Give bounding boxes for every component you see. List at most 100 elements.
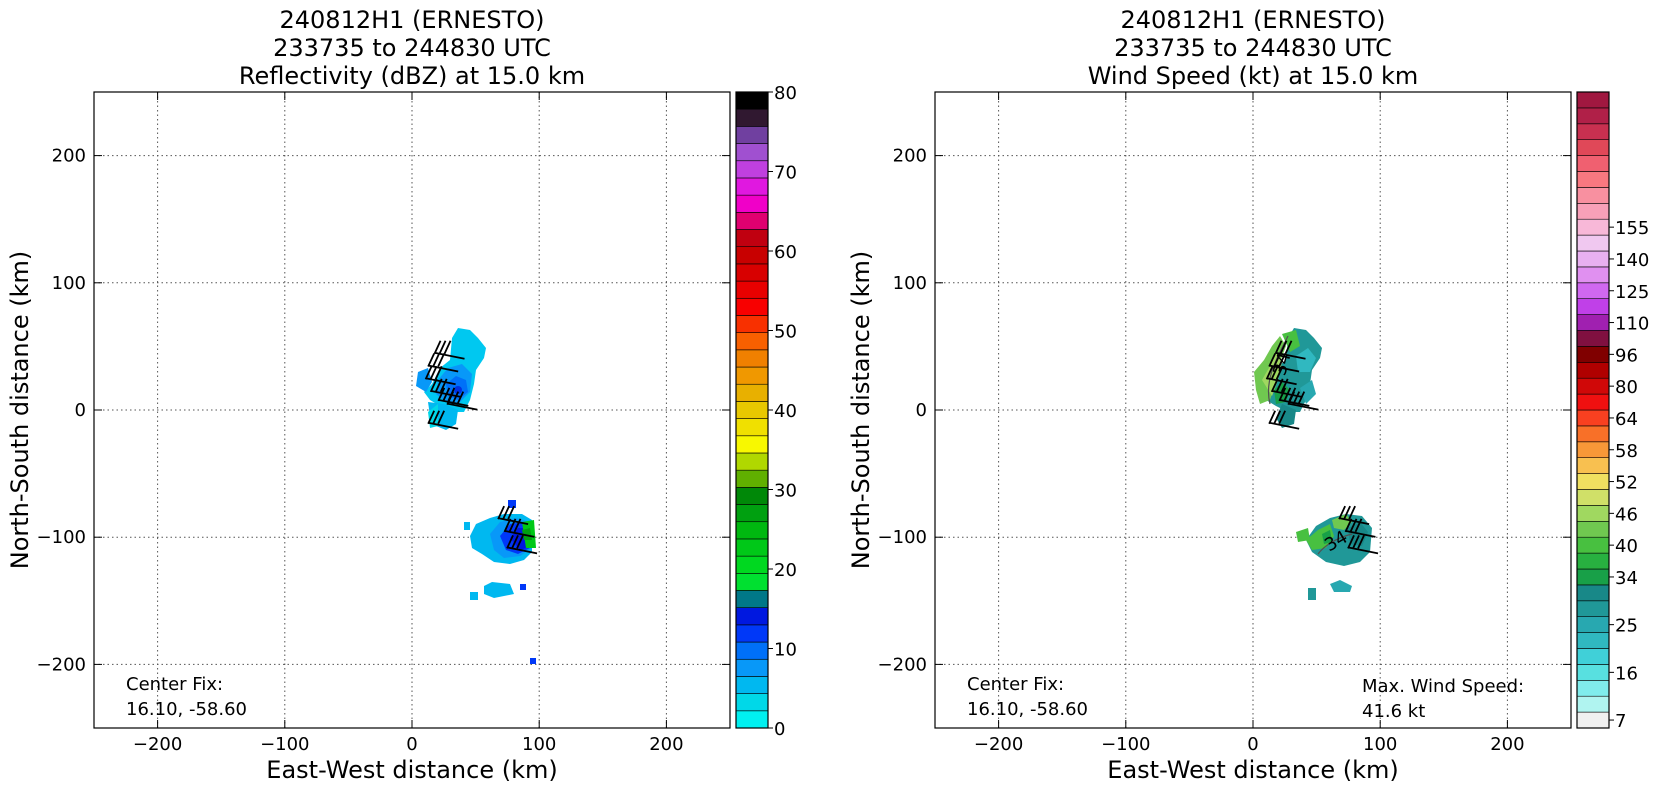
reflectivity-colorbar-swatch bbox=[735, 418, 769, 437]
reflectivity-colorbar-swatch bbox=[735, 401, 769, 419]
reflectivity-colorbar-swatch bbox=[735, 641, 769, 660]
wind-colorbar-swatch bbox=[1576, 568, 1610, 586]
wind-y-tick-label: 100 bbox=[893, 273, 927, 294]
reflectivity-colorbar-swatch bbox=[735, 555, 769, 574]
wind-colorbar-tick-label: 52 bbox=[1615, 473, 1638, 494]
reflectivity-colorbar-tick-label: 70 bbox=[774, 163, 797, 184]
wind-title-line-1: 240812H1 (ERNESTO) bbox=[1120, 6, 1385, 34]
wind-colorbar-swatch bbox=[1576, 679, 1610, 697]
reflectivity-colorbar-swatch bbox=[735, 212, 769, 230]
wind-colorbar-swatch bbox=[1576, 123, 1610, 141]
reflectivity-wind-barb bbox=[497, 505, 529, 526]
reflectivity-colorbar-swatch bbox=[735, 194, 769, 213]
wind-wind-barb bbox=[1338, 505, 1370, 526]
wind-colorbar-swatch bbox=[1576, 250, 1610, 268]
wind-colorbar-swatch bbox=[1576, 266, 1610, 284]
reflectivity-colorbar-swatch bbox=[735, 469, 769, 488]
reflectivity-x-tick-label: −200 bbox=[133, 734, 182, 755]
wind-colorbar-swatch bbox=[1576, 457, 1610, 474]
reflectivity-x-axis-label: East-West distance (km) bbox=[266, 756, 557, 784]
reflectivity-colorbar-tick-label: 50 bbox=[774, 322, 797, 343]
wind-axis-ticks: −200 −100 0 100 200 −200 −100 0 100 200 bbox=[878, 92, 1571, 755]
wind-wind-barb bbox=[1344, 518, 1376, 538]
wind-colorbar-tick-label: 125 bbox=[1615, 282, 1649, 303]
wind-colorbar-swatch bbox=[1576, 346, 1610, 363]
wind-colorbar-swatch bbox=[1576, 155, 1610, 172]
wind-colorbar: 7 16 25 34 40 46 52 58 64 80 96 110 125 140 155 bbox=[1576, 91, 1649, 732]
reflectivity-title-line-3: Reflectivity (dBZ) at 15.0 km bbox=[239, 62, 585, 90]
wind-colorbar-swatch bbox=[1576, 171, 1610, 188]
wind-colorbar-swatch bbox=[1576, 632, 1610, 649]
wind-grid bbox=[935, 92, 1571, 728]
reflectivity-center-fix-value: 16.10, -58.60 bbox=[126, 699, 247, 720]
reflectivity-y-tick-label: −200 bbox=[37, 654, 86, 675]
reflectivity-y-tick-label: 0 bbox=[75, 400, 86, 421]
wind-colorbar-swatch bbox=[1576, 536, 1610, 554]
reflectivity-colorbar-swatch bbox=[735, 297, 769, 316]
wind-title-line-2: 233735 to 244830 UTC bbox=[1114, 34, 1392, 62]
wind-colorbar-tick-label: 155 bbox=[1615, 218, 1649, 239]
reflectivity-colorbar: 0 10 20 30 40 50 60 70 80 bbox=[735, 83, 797, 740]
wind-colorbar-swatch bbox=[1576, 393, 1610, 411]
reflectivity-echo-south bbox=[464, 500, 536, 664]
reflectivity-colorbar-swatch bbox=[735, 693, 769, 712]
wind-colorbar-tick-label: 80 bbox=[1615, 377, 1638, 398]
wind-y-tick-label: 0 bbox=[916, 400, 927, 421]
wind-colorbar-tick-label: 64 bbox=[1615, 409, 1638, 430]
wind-colorbar-swatch bbox=[1576, 203, 1610, 220]
reflectivity-colorbar-tick-label: 10 bbox=[774, 640, 797, 661]
wind-y-tick-label: 200 bbox=[893, 146, 927, 167]
wind-colorbar-tick-label: 110 bbox=[1615, 314, 1649, 335]
reflectivity-wind-barb bbox=[503, 518, 535, 538]
reflectivity-colorbar-tick-label: 30 bbox=[774, 481, 797, 502]
wind-colorbar-tick-label: 46 bbox=[1615, 504, 1638, 525]
reflectivity-colorbar-swatch bbox=[735, 315, 769, 333]
wind-colorbar-swatch bbox=[1576, 441, 1610, 458]
reflectivity-colorbar-tick-label: 40 bbox=[774, 401, 797, 422]
wind-title-line-3: Wind Speed (kt) at 15.0 km bbox=[1088, 62, 1419, 90]
reflectivity-colorbar-tick-label: 20 bbox=[774, 560, 797, 581]
wind-x-axis-label: East-West distance (km) bbox=[1107, 756, 1398, 784]
wind-colorbar-swatch bbox=[1576, 330, 1610, 347]
wind-colorbar-swatch bbox=[1576, 282, 1610, 299]
max-wind-speed-value: 41.6 kt bbox=[1362, 701, 1425, 722]
reflectivity-colorbar-tick-label: 0 bbox=[774, 719, 785, 740]
reflectivity-colorbar-swatch bbox=[735, 710, 769, 729]
wind-colorbar-frame bbox=[1576, 91, 1610, 729]
wind-x-tick-label: −100 bbox=[1101, 734, 1150, 755]
wind-colorbar-swatch bbox=[1576, 520, 1610, 538]
wind-x-tick-label: −200 bbox=[974, 734, 1023, 755]
wind-speed-panel: 240812H1 (ERNESTO) 233735 to 244830 UTC … bbox=[847, 6, 1649, 784]
wind-colorbar-swatch bbox=[1576, 616, 1610, 633]
reflectivity-wind-barb bbox=[427, 353, 459, 373]
wind-wind-barbs bbox=[1265, 340, 1379, 555]
wind-colorbar-swatch bbox=[1576, 91, 1610, 109]
reflectivity-colorbar-swatch bbox=[735, 607, 769, 626]
wind-colorbar-swatch bbox=[1576, 600, 1610, 617]
wind-colorbar-tick-label: 140 bbox=[1615, 250, 1649, 271]
reflectivity-colorbar-swatch bbox=[735, 504, 769, 523]
wind-y-tick-label: −100 bbox=[878, 527, 927, 548]
reflectivity-center-fix-label: Center Fix: bbox=[126, 674, 223, 695]
reflectivity-colorbar-swatch bbox=[735, 229, 769, 248]
wind-colorbar-swatch bbox=[1576, 218, 1610, 236]
reflectivity-colorbar-swatch bbox=[735, 126, 769, 144]
reflectivity-colorbar-swatch bbox=[735, 590, 769, 608]
wind-colorbar-swatch bbox=[1576, 187, 1610, 204]
wind-colorbar-tick-label: 40 bbox=[1615, 536, 1638, 557]
reflectivity-wind-barb bbox=[427, 410, 459, 430]
wind-colorbar-tick-label: 7 bbox=[1615, 711, 1626, 732]
reflectivity-colorbar-swatch bbox=[735, 349, 769, 368]
wind-colorbar-swatch bbox=[1576, 711, 1610, 729]
reflectivity-colorbar-swatch bbox=[735, 332, 769, 351]
wind-colorbar-swatch bbox=[1576, 664, 1610, 681]
wind-x-tick-label: 0 bbox=[1247, 734, 1258, 755]
wind-field-south bbox=[1296, 514, 1372, 600]
wind-colorbar-tick-label: 25 bbox=[1615, 616, 1638, 637]
wind-colorbar-swatch bbox=[1576, 425, 1610, 443]
wind-center-fix-label: Center Fix: bbox=[967, 674, 1064, 695]
wind-colorbar-swatch bbox=[1576, 139, 1610, 156]
wind-x-tick-label: 200 bbox=[1490, 734, 1524, 755]
wind-colorbar-swatch bbox=[1576, 584, 1610, 602]
